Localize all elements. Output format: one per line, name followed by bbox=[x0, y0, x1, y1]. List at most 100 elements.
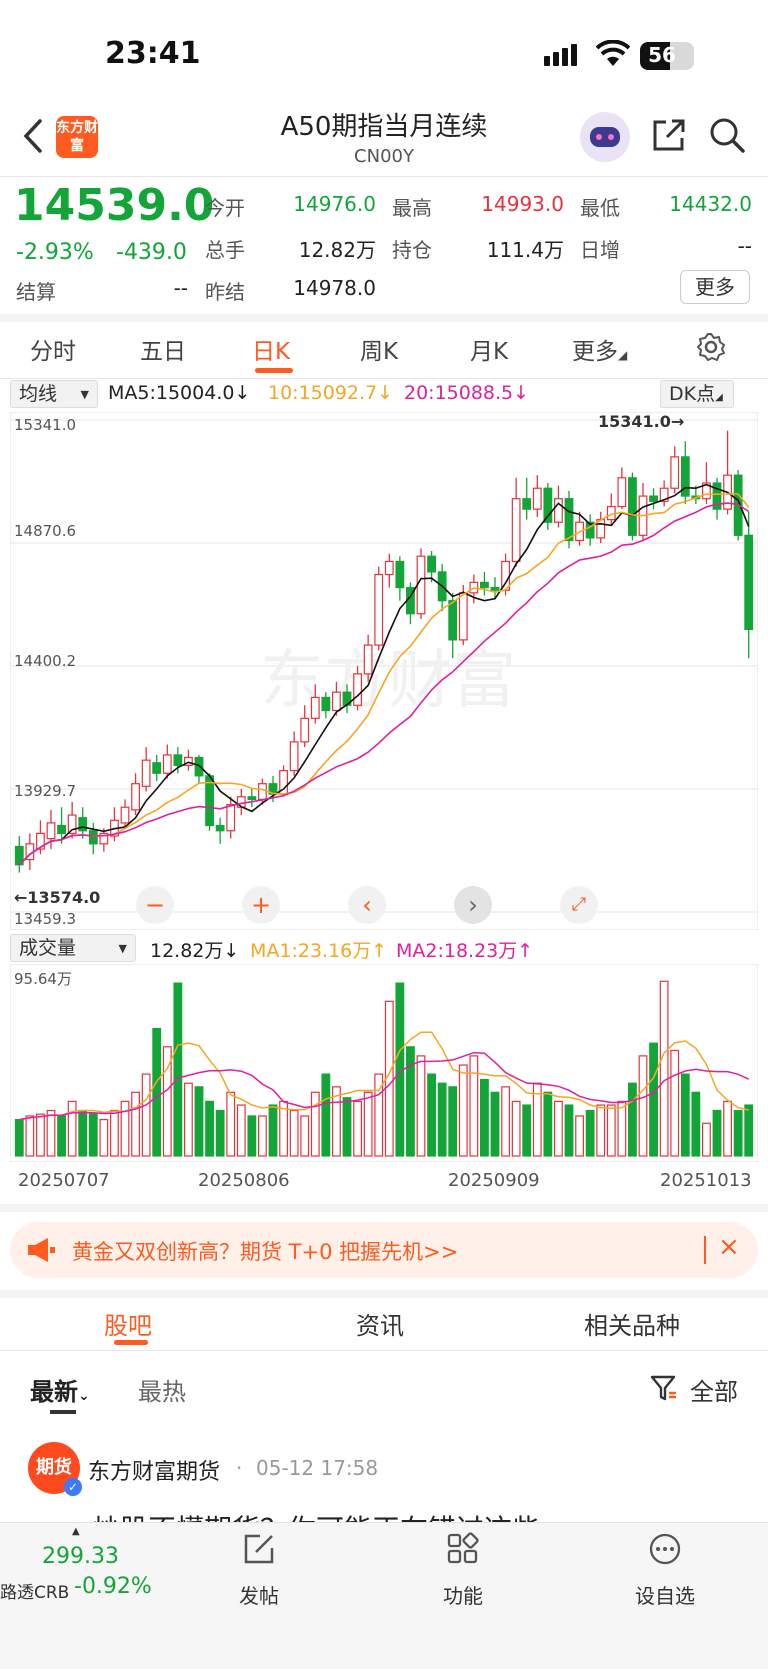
volume-indicator-select[interactable]: 成交量 ▼ bbox=[10, 934, 136, 962]
verified-badge-icon: ✓ bbox=[64, 1478, 82, 1496]
volume-bar bbox=[25, 1115, 35, 1157]
more-dots-icon[interactable] bbox=[648, 1532, 682, 1566]
ai-assistant-icon[interactable] bbox=[580, 112, 630, 162]
settle-label: 结算 bbox=[16, 280, 56, 304]
post-preview[interactable]: 炒股不懂期货？你可能正在错过这些 bbox=[28, 1510, 768, 1522]
volume-bar bbox=[258, 1115, 267, 1157]
volume-bar bbox=[427, 1073, 436, 1157]
change-percent: -2.93% bbox=[16, 240, 94, 265]
candle-up bbox=[36, 832, 45, 850]
crb-index-value[interactable]: 299.33 bbox=[42, 1544, 119, 1569]
price-tick: 15341.0 bbox=[14, 416, 77, 434]
watermark: 东方财富 bbox=[260, 644, 516, 718]
filter-icon[interactable] bbox=[650, 1374, 678, 1402]
dk-point-label: DK点 bbox=[669, 383, 716, 405]
volume-bar bbox=[522, 1104, 532, 1157]
fullscreen-icon[interactable]: ⤢ bbox=[560, 886, 598, 924]
candle-up bbox=[511, 498, 521, 563]
volume-max-label: 95.64万 bbox=[14, 970, 72, 988]
tab-related[interactable]: 相关品种 bbox=[584, 1312, 680, 1340]
settings-gear-icon[interactable] bbox=[696, 332, 726, 362]
tab-news[interactable]: 资讯 bbox=[356, 1312, 404, 1340]
tab-five-day[interactable]: 五日 bbox=[140, 339, 186, 365]
candle-up bbox=[458, 592, 468, 641]
volume-bar bbox=[712, 1109, 722, 1157]
volume-bar bbox=[162, 1046, 172, 1157]
grid-functions-icon[interactable] bbox=[446, 1532, 480, 1566]
indicator-select-label: 均线 bbox=[19, 383, 58, 405]
tab-monthly-k[interactable]: 月K bbox=[470, 339, 509, 365]
prev-settle-label: 昨结 bbox=[205, 280, 245, 304]
back-arrow-icon[interactable] bbox=[22, 118, 44, 154]
volume-bar bbox=[131, 1091, 140, 1157]
tab-intraday[interactable]: 分时 bbox=[30, 339, 76, 365]
volume-bar bbox=[36, 1113, 45, 1157]
volume-bar bbox=[501, 1086, 510, 1157]
sort-hot[interactable]: 最热 bbox=[138, 1378, 186, 1406]
avatar-text: 期货 bbox=[36, 1457, 72, 1478]
chart-period-tabs: 分时 五日 日K 周K 月K 更多◢ bbox=[0, 320, 768, 376]
indicator-select[interactable]: 均线 ▼ bbox=[10, 380, 98, 408]
post-author[interactable]: 东方财富期货 bbox=[88, 1460, 221, 1485]
volume-bar bbox=[120, 1100, 130, 1157]
candle-down bbox=[490, 586, 500, 591]
volume-bar bbox=[585, 1109, 595, 1157]
candle-up bbox=[67, 814, 77, 834]
candle-up bbox=[258, 783, 267, 800]
crb-index-change[interactable]: -0.92% bbox=[74, 1574, 152, 1599]
volume-bar bbox=[617, 1100, 627, 1157]
close-icon[interactable]: × bbox=[718, 1232, 740, 1262]
volume-bar bbox=[332, 1086, 341, 1157]
search-icon[interactable] bbox=[708, 116, 746, 154]
volume-bar bbox=[88, 1113, 98, 1157]
tab-daily-k[interactable]: 日K bbox=[252, 339, 291, 365]
crb-index-name[interactable]: 路透CRB bbox=[0, 1583, 70, 1603]
volume-bar bbox=[289, 1109, 299, 1157]
candle-up bbox=[310, 696, 320, 719]
volume-bar bbox=[543, 1091, 553, 1157]
volume-bar bbox=[458, 1064, 468, 1157]
volume-bar bbox=[46, 1109, 56, 1157]
scroll-right-button[interactable]: › bbox=[454, 886, 492, 924]
filter-all[interactable]: 全部 bbox=[690, 1378, 738, 1406]
more-quote-button[interactable]: 更多 bbox=[680, 270, 750, 304]
candle-up bbox=[141, 759, 151, 787]
ma20-value: 20:15088.5↓ bbox=[404, 382, 530, 404]
candlestick-chart[interactable]: 东方财富 bbox=[10, 412, 758, 930]
dk-point-toggle[interactable]: DK点◢ bbox=[660, 380, 734, 408]
sort-latest[interactable]: 最新⌄ bbox=[30, 1372, 90, 1407]
author-avatar[interactable]: 期货 bbox=[28, 1442, 80, 1494]
volume-bar bbox=[406, 1046, 415, 1157]
tab-more[interactable]: 更多◢ bbox=[572, 332, 627, 366]
daily-increase-label: 日增 bbox=[580, 238, 620, 262]
edit-post-icon[interactable] bbox=[242, 1532, 276, 1566]
scroll-left-button[interactable]: ‹ bbox=[348, 886, 386, 924]
bottom-toolbar bbox=[0, 1522, 768, 1669]
volume-chart[interactable] bbox=[10, 964, 758, 1162]
candle-down bbox=[680, 456, 690, 497]
zoom-in-button[interactable]: + bbox=[242, 886, 280, 924]
zoom-out-button[interactable]: − bbox=[136, 886, 174, 924]
dropdown-icon: ▼ bbox=[118, 942, 127, 955]
volume-bar bbox=[205, 1100, 214, 1157]
functions-button[interactable]: 功能 bbox=[443, 1584, 483, 1608]
low-label: 最低 bbox=[580, 196, 620, 220]
volume-bar bbox=[554, 1100, 563, 1157]
volume-bar bbox=[310, 1091, 320, 1157]
share-icon[interactable] bbox=[650, 116, 688, 154]
post-time: 05-12 17:58 bbox=[256, 1456, 379, 1480]
candle-down bbox=[712, 482, 722, 510]
promo-banner[interactable] bbox=[10, 1222, 758, 1278]
post-separator: · bbox=[236, 1456, 243, 1480]
candle-up bbox=[617, 477, 627, 508]
change-value: -439.0 bbox=[116, 240, 187, 265]
candle-up bbox=[162, 754, 172, 774]
volume-bar bbox=[141, 1073, 151, 1157]
candle-up bbox=[131, 783, 140, 811]
post-button[interactable]: 发帖 bbox=[239, 1584, 279, 1608]
add-watchlist-button[interactable]: 设自选 bbox=[635, 1584, 695, 1608]
tab-weekly-k[interactable]: 周K bbox=[360, 339, 399, 365]
dropdown-icon: ▼ bbox=[80, 388, 89, 401]
tab-forum[interactable]: 股吧 bbox=[104, 1312, 152, 1340]
instrument-code: CN00Y bbox=[354, 146, 414, 167]
